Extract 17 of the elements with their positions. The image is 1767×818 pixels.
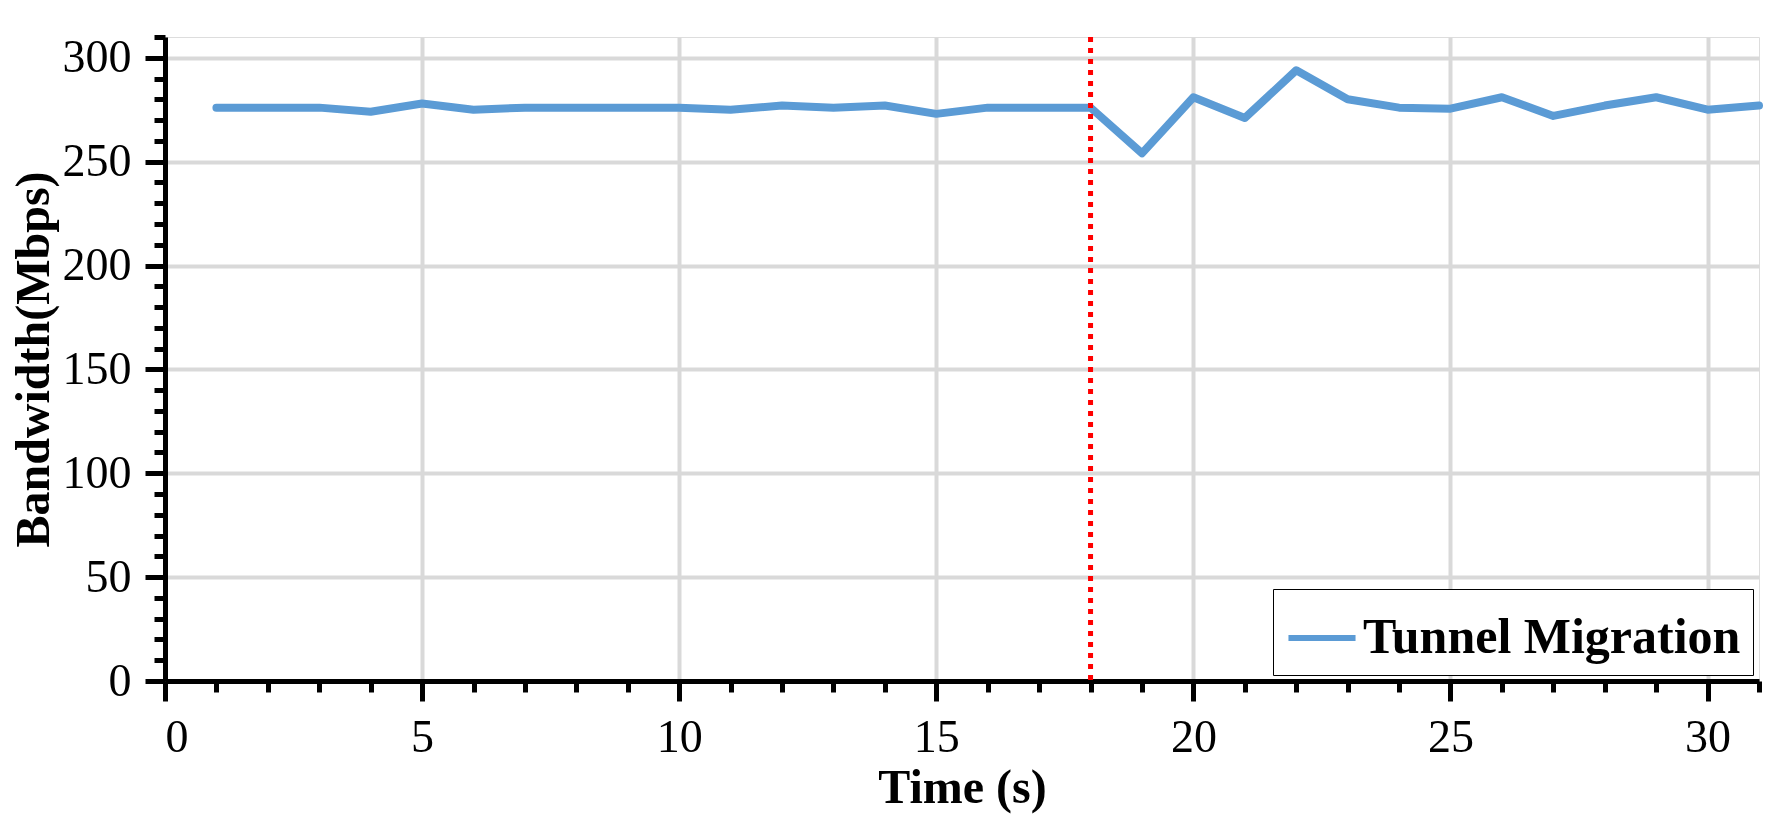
x-axis-title: Time (s) <box>878 759 1047 814</box>
x-tick-label: 15 <box>913 710 960 762</box>
x-tick-label: 0 <box>165 710 189 762</box>
y-tick-label: 200 <box>62 239 132 291</box>
y-tick-label: 100 <box>62 446 132 498</box>
y-axis-title: Bandwidth(Mbps) <box>5 171 60 548</box>
y-tick-label: 0 <box>108 654 132 706</box>
y-tick-label: 50 <box>85 550 132 602</box>
x-tick-label: 10 <box>656 710 703 762</box>
legend-label: Tunnel Migration <box>1363 608 1741 664</box>
x-tick-label: 30 <box>1685 710 1732 762</box>
y-tick-label: 250 <box>62 135 132 187</box>
y-tick-label: 300 <box>62 31 132 83</box>
x-tick-label: 5 <box>411 710 435 762</box>
y-tick-label: 150 <box>62 342 132 394</box>
x-tick-label: 20 <box>1170 710 1217 762</box>
x-tick-label: 25 <box>1427 710 1474 762</box>
